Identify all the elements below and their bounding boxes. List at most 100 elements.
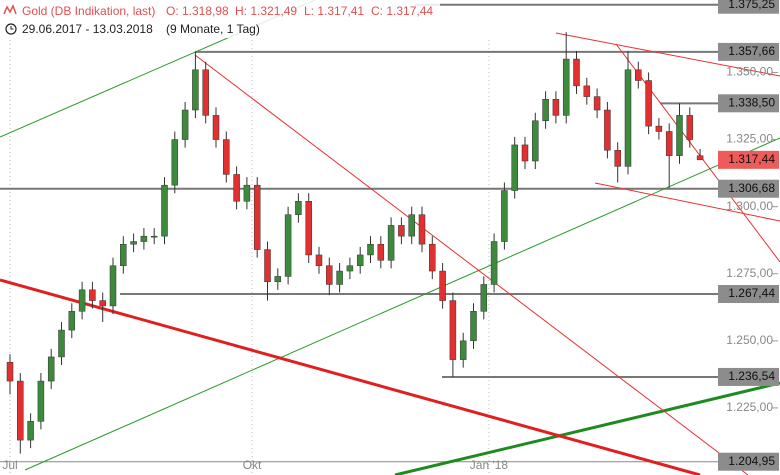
level-box xyxy=(718,179,779,198)
candle-body xyxy=(459,340,467,360)
candles xyxy=(6,32,704,454)
grid xyxy=(9,40,490,475)
candle-body xyxy=(593,96,601,111)
quote-open: O: 1.318,98 xyxy=(166,4,229,18)
candle-body xyxy=(223,139,230,175)
candle-body xyxy=(356,254,364,266)
quote-high: H: 1.321,49 xyxy=(235,4,297,18)
candle-body xyxy=(624,69,632,167)
candle-body xyxy=(192,69,199,111)
candle-body xyxy=(408,214,415,237)
instrument-title: Gold (DB Indikation, last) xyxy=(22,4,155,18)
level-box xyxy=(718,367,779,386)
candle-body xyxy=(253,184,261,250)
candle-body xyxy=(161,184,168,237)
candle-body xyxy=(614,150,621,167)
candle-body xyxy=(418,214,426,245)
candle-body xyxy=(295,201,302,215)
level-label: 1.357,66 xyxy=(728,44,775,58)
candle-body xyxy=(367,243,374,256)
trend-line xyxy=(615,43,780,263)
candle-body xyxy=(676,115,683,156)
candle-body xyxy=(552,99,560,116)
date-range: 29.06.2017 - 13.03.2018 xyxy=(22,22,153,36)
candle-body xyxy=(89,289,96,301)
clock-hand xyxy=(10,26,14,30)
candle-body xyxy=(130,241,137,245)
quote-low: L: 1.317,41 xyxy=(304,4,364,18)
candle-body xyxy=(604,109,611,151)
level-box xyxy=(718,150,779,169)
level-label: 1.306,68 xyxy=(728,181,775,195)
y-tick-label: 1.350,00 xyxy=(726,65,773,79)
candle-body xyxy=(27,421,34,441)
candle-body xyxy=(68,311,76,331)
candle-body xyxy=(233,174,240,202)
candle-body xyxy=(109,265,117,307)
y-tick-label: 1.275,00 xyxy=(726,266,773,280)
candle-body xyxy=(212,115,220,140)
candle-body xyxy=(78,289,86,312)
candle-body xyxy=(696,155,704,161)
candle-body xyxy=(480,284,488,312)
candle-body xyxy=(181,109,189,140)
candle-body xyxy=(655,125,663,132)
trend-line xyxy=(0,278,701,475)
x-tick-label: Jan '18 xyxy=(470,458,509,472)
candle-body xyxy=(645,80,652,127)
candle-body xyxy=(573,58,580,87)
period: (9 Monate, 1 Tag) xyxy=(166,22,260,36)
candle-body xyxy=(429,243,436,272)
candle-body xyxy=(387,225,395,261)
level-label: 1.236,54 xyxy=(728,369,775,383)
candle-body xyxy=(501,190,508,242)
candle-body xyxy=(120,243,127,266)
candle-body xyxy=(47,356,55,382)
trend-line xyxy=(24,137,780,471)
candle-body xyxy=(305,201,312,256)
candle-body xyxy=(243,184,251,202)
quote-close: C: 1.317,44 xyxy=(371,4,433,18)
header: Gold (DB Indikation, last) O: 1.318,98 H… xyxy=(0,0,440,38)
candle-body xyxy=(6,362,14,382)
candle-body xyxy=(562,58,570,116)
candle-body xyxy=(398,225,405,237)
header-bg xyxy=(0,0,440,38)
y-tick-label: 1.225,00 xyxy=(726,400,773,414)
candle-body xyxy=(326,265,333,285)
y-tick-label: 1.250,00 xyxy=(726,333,773,347)
candle-body xyxy=(470,311,477,342)
candle-body xyxy=(346,265,354,272)
candle-body xyxy=(150,235,158,238)
candle-body xyxy=(583,85,591,97)
candle-body xyxy=(490,241,498,285)
level-box xyxy=(718,0,779,14)
level-label: 1.317,44 xyxy=(728,152,775,166)
trend-line xyxy=(394,381,780,475)
candle-body xyxy=(686,115,694,140)
candle-body xyxy=(377,243,385,261)
level-box xyxy=(718,452,779,471)
trend-line xyxy=(594,182,780,222)
candle-body xyxy=(521,144,529,162)
candle-body xyxy=(439,270,446,301)
candle-body xyxy=(315,254,323,266)
x-tick-label: Jul xyxy=(2,458,17,472)
candle-body xyxy=(58,329,65,358)
level-label: 1.375,25 xyxy=(728,0,775,11)
candle-body xyxy=(99,300,106,307)
x-tick-label: Okt xyxy=(243,458,262,472)
clock-icon xyxy=(5,23,17,35)
candle-body xyxy=(532,120,539,162)
level-box xyxy=(718,94,779,113)
levels xyxy=(0,3,718,463)
candle-body xyxy=(274,276,282,283)
y-tick-label: 1.325,00 xyxy=(726,132,773,146)
candle-body xyxy=(635,69,642,81)
level-label: 1.267,44 xyxy=(728,286,775,300)
level-label: 1.204,95 xyxy=(728,454,775,468)
level-box xyxy=(718,42,779,61)
level-label: 1.338,50 xyxy=(728,95,775,109)
candle-body xyxy=(542,99,549,122)
candle-body xyxy=(449,300,457,360)
